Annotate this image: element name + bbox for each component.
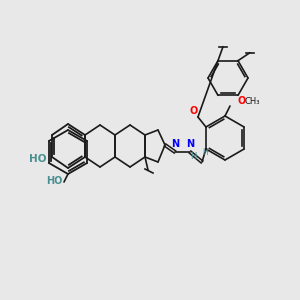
Text: HO: HO: [29, 154, 47, 164]
Text: HO: HO: [46, 176, 62, 186]
Text: N: N: [171, 139, 179, 149]
Text: N: N: [186, 139, 194, 149]
Text: CH₃: CH₃: [244, 97, 260, 106]
Text: H: H: [190, 152, 196, 161]
Text: O: O: [238, 96, 246, 106]
Text: O: O: [190, 106, 198, 116]
Text: H: H: [202, 148, 208, 157]
